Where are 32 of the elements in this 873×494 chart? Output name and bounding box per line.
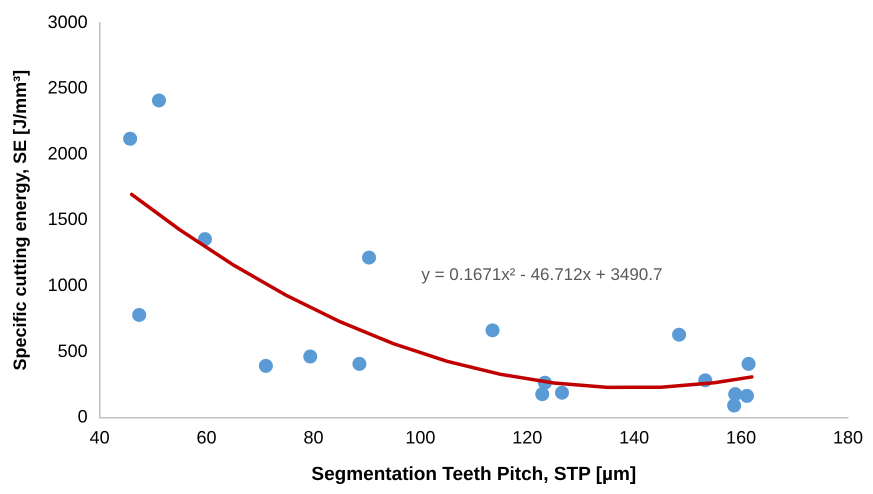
y-axis-title: Specific cutting energy, SE [J/mm³]: [10, 70, 30, 371]
x-tick-label: 60: [196, 427, 217, 448]
point: [555, 386, 570, 400]
x-tick-label: 140: [619, 427, 650, 448]
point: [740, 388, 754, 403]
point: [352, 356, 366, 371]
x-tick-label: 160: [726, 427, 756, 448]
point: [152, 93, 166, 108]
point: [258, 358, 273, 373]
x-tick-label: 40: [90, 427, 110, 448]
y-tick-label: 500: [58, 340, 88, 361]
y-tick-label: 0: [78, 406, 88, 427]
point: [727, 398, 742, 412]
y-tick-label: 1500: [48, 209, 88, 230]
x-tick-label: 120: [512, 427, 542, 448]
point: [303, 350, 318, 364]
point: [535, 387, 550, 402]
y-tick-label: 2000: [48, 143, 88, 164]
x-tick-label: 100: [405, 427, 436, 448]
y-tick-label: 1000: [48, 274, 88, 295]
point: [486, 323, 500, 338]
x-axis-title: Segmentation Teeth Pitch, STP [µm]: [311, 464, 636, 485]
y-tick-label: 2500: [48, 78, 88, 98]
point: [132, 308, 146, 322]
point: [742, 356, 756, 371]
point: [362, 250, 376, 265]
point: [672, 328, 686, 342]
x-tick-label: 80: [303, 427, 324, 448]
annotation: y = 0.1671x² - 46.712x + 3490.7: [421, 265, 662, 284]
point: [123, 132, 138, 146]
y-tick-label: 3000: [48, 12, 88, 32]
x-tick-label: 180: [832, 427, 864, 448]
